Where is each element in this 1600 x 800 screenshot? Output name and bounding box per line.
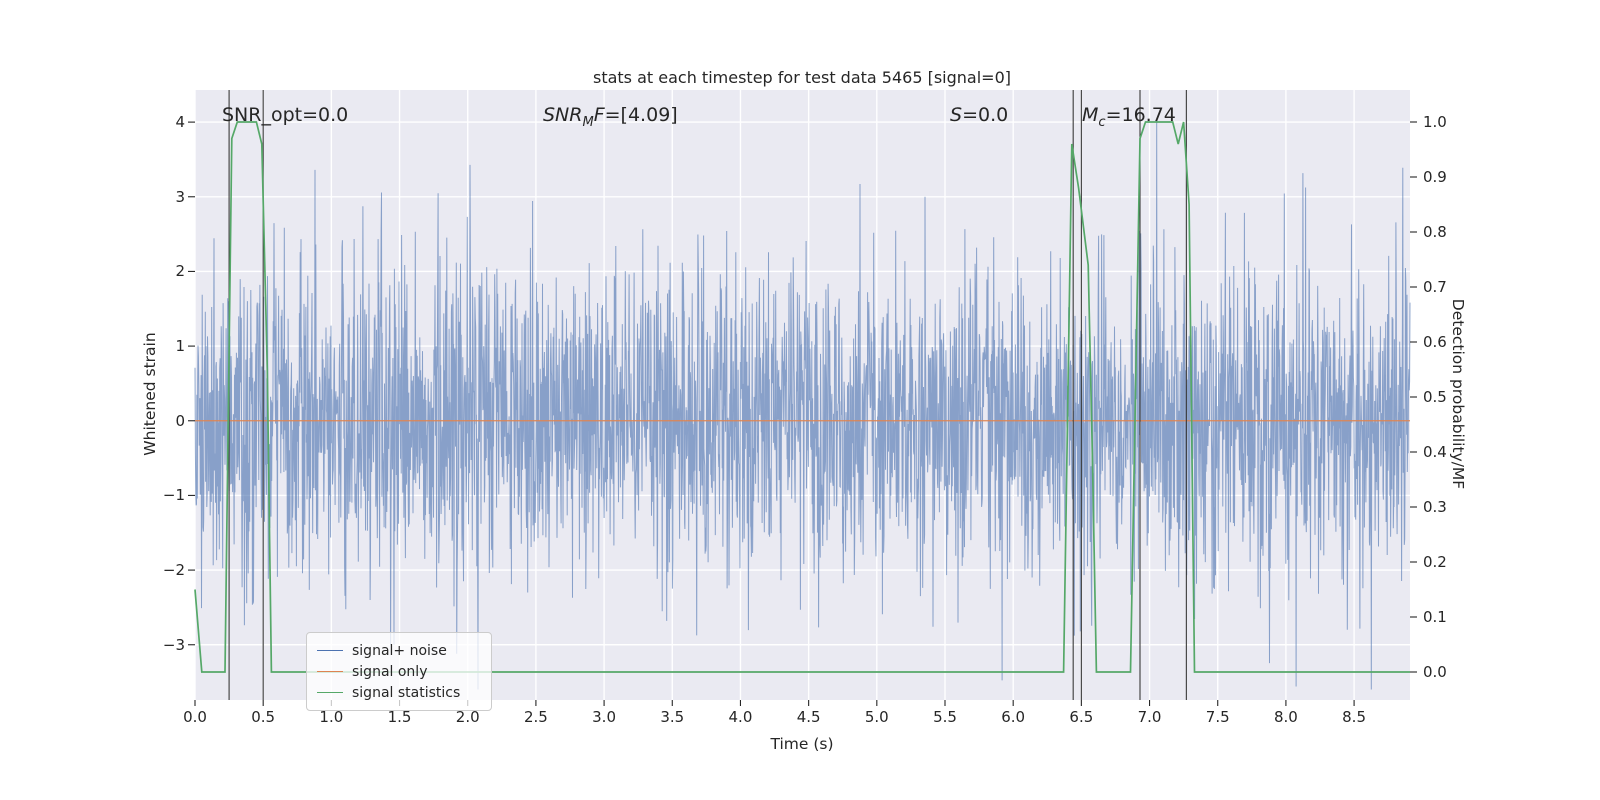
y-tick-label-right: 0.9 — [1423, 168, 1447, 186]
x-tick-label: 4.0 — [728, 708, 753, 726]
series-signal-statistics — [194, 121, 1410, 673]
stat-annotation-part: F — [593, 104, 605, 126]
x-tick-label: 3.5 — [660, 708, 685, 726]
y-tick-label-left: 0 — [175, 411, 185, 430]
x-tick-label: 8.5 — [1342, 708, 1366, 726]
stat-annotation-part: =0.0 — [962, 104, 1009, 126]
x-tick-label: 1.5 — [387, 708, 412, 726]
y-tick-label-right: 0.8 — [1423, 223, 1447, 241]
y-tick-label-right: 0.2 — [1423, 553, 1447, 571]
x-tick-label: 5.5 — [933, 708, 957, 726]
x-tick-label: 6.5 — [1069, 708, 1094, 726]
y-tick-label-right: 0.1 — [1423, 608, 1447, 626]
legend-item: signal statistics — [317, 682, 481, 703]
x-tick-label: 7.5 — [1205, 708, 1230, 726]
x-tick-label: 8.0 — [1273, 708, 1298, 726]
series-signal-plus-noise — [194, 119, 1411, 690]
stat-annotation-part: M — [1082, 104, 1099, 126]
y-tick-label-left: 3 — [175, 187, 185, 206]
legend-swatch-signal-noise — [317, 650, 343, 651]
x-tick-label: 1.0 — [319, 708, 344, 726]
stat-annotation-part: SNR_opt=0.0 — [222, 104, 349, 126]
y-tick-label-right: 0.5 — [1423, 388, 1447, 406]
legend: signal+ noise signal only signal statist… — [306, 632, 492, 711]
stat-annotation-part: =16.74 — [1105, 104, 1176, 126]
x-tick-label: 0.5 — [251, 708, 276, 726]
x-tick-label: 2.5 — [523, 708, 548, 726]
y-tick-label-left: 2 — [175, 262, 185, 281]
y-tick-label-right: 0.4 — [1423, 443, 1447, 461]
y-tick-label-right: 1.0 — [1423, 113, 1447, 131]
x-tick-label: 7.0 — [1137, 708, 1162, 726]
legend-label: signal only — [352, 663, 428, 680]
legend-item: signal+ noise — [317, 640, 481, 661]
stat-annotation: Mc=16.74 — [1082, 104, 1176, 130]
y-tick-label-left: 4 — [175, 113, 185, 132]
y-tick-label-right: 0.6 — [1423, 333, 1447, 351]
x-tick-label: 5.0 — [864, 708, 889, 726]
y-tick-label-left: −1 — [162, 486, 185, 505]
x-tick-label: 0.0 — [183, 708, 207, 726]
stat-annotation: SNRMF=[4.09] — [543, 104, 678, 130]
stat-annotation: S=0.0 — [950, 104, 1008, 126]
x-tick-label: 6.0 — [1001, 708, 1026, 726]
y-tick-label-right: 0.3 — [1423, 498, 1447, 516]
stat-annotation: SNR_opt=0.0 — [222, 104, 348, 126]
legend-item: signal only — [317, 661, 481, 682]
legend-swatch-signal-statistics — [317, 692, 343, 693]
legend-swatch-signal-only — [317, 671, 343, 672]
x-axis-label: Time (s) — [770, 735, 834, 753]
x-tick-label: 2.0 — [455, 708, 480, 726]
x-tick-label: 4.5 — [796, 708, 821, 726]
x-tick-label: 3.0 — [592, 708, 616, 726]
y-tick-label-right: 0.0 — [1423, 663, 1447, 681]
y-tick-label-left: 1 — [175, 337, 185, 356]
stat-annotation-part: M — [582, 114, 594, 130]
legend-label: signal+ noise — [352, 642, 447, 659]
legend-label: signal statistics — [352, 684, 461, 701]
y-tick-label-right: 0.7 — [1423, 278, 1447, 296]
stat-annotation-part: S — [950, 104, 963, 126]
y-tick-label-left: −2 — [162, 561, 185, 580]
chart-title: stats at each timestep for test data 546… — [592, 68, 1011, 87]
stat-annotation-part: =[4.09] — [604, 104, 678, 126]
stat-annotation-part: c — [1098, 114, 1106, 130]
y-tick-label-left: −3 — [162, 635, 185, 654]
stat-annotation-part: SNR — [543, 104, 583, 126]
